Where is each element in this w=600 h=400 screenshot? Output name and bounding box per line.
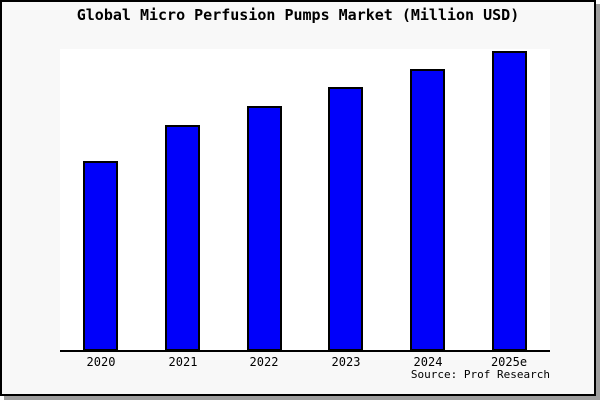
x-tick-label-2024: 2024	[413, 355, 443, 369]
x-axis-line	[60, 350, 550, 352]
bar-2025e	[492, 51, 527, 351]
source-credit: Source: Prof Research	[410, 368, 550, 381]
chart-title: Global Micro Perfusion Pumps Market (Mil…	[76, 6, 520, 24]
x-tick-label-2021: 2021	[168, 355, 198, 369]
x-tick-label-2025e: 2025e	[490, 355, 528, 369]
x-tick-label-2020: 2020	[86, 355, 116, 369]
x-tick-label-2023: 2023	[331, 355, 361, 369]
bar-2021	[165, 125, 200, 351]
plot-area	[60, 49, 550, 351]
bar-2022	[247, 106, 282, 351]
x-tick-label-2022: 2022	[249, 355, 279, 369]
bar-2023	[328, 87, 363, 351]
bar-2020	[83, 161, 118, 351]
bar-2024	[410, 69, 445, 351]
